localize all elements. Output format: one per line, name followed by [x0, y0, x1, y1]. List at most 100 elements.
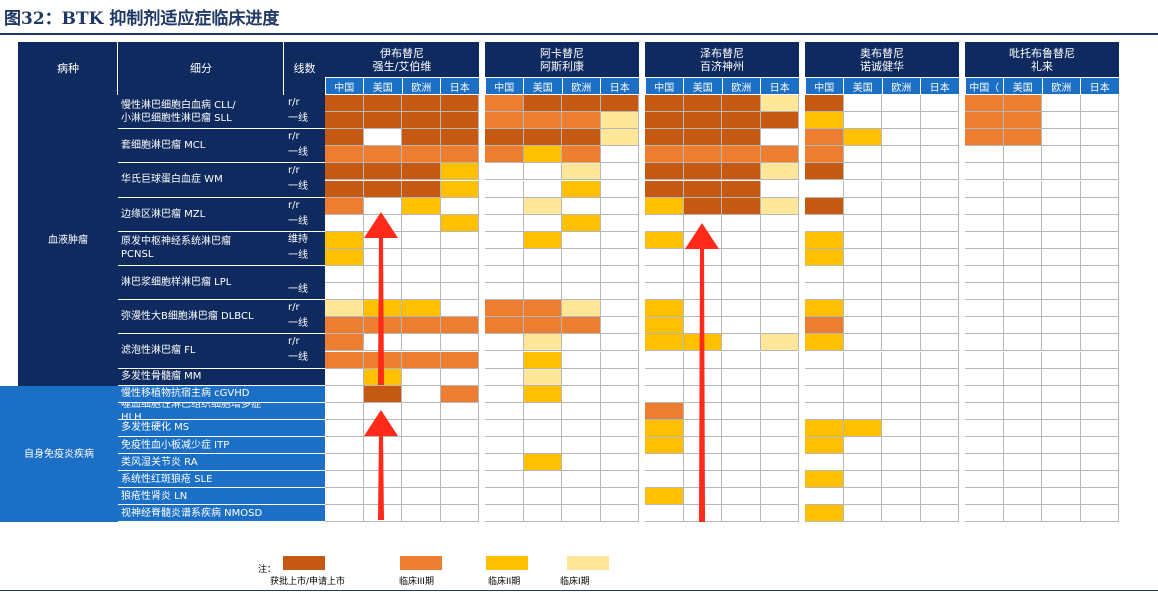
- legend-swatch: [283, 556, 325, 570]
- status-cell: [485, 385, 524, 403]
- line-label-empty: [284, 505, 325, 523]
- status-cell: [760, 300, 799, 318]
- status-cell: [325, 180, 364, 198]
- status-cell: [440, 163, 479, 181]
- status-cell: [1003, 505, 1042, 523]
- status-cell: [485, 214, 524, 232]
- status-cell: [645, 488, 684, 506]
- status-cell: [1003, 248, 1042, 266]
- status-cell: [882, 95, 921, 113]
- status-cell: [882, 197, 921, 215]
- status-cell: [600, 419, 639, 437]
- status-cell: [440, 266, 479, 284]
- status-cell: [882, 471, 921, 489]
- status-cell: [645, 163, 684, 181]
- status-cell: [1003, 351, 1042, 369]
- subtype-label: 系统性红斑狼疮 SLE: [118, 471, 284, 489]
- status-cell: [1080, 471, 1119, 489]
- region-header: 美国: [524, 78, 562, 94]
- drug-name: 泽布替尼: [700, 46, 744, 60]
- status-cell: [760, 368, 799, 386]
- status-cell: [843, 419, 882, 437]
- status-cell: [523, 197, 562, 215]
- status-cell: [363, 317, 402, 335]
- status-cell: [645, 505, 684, 523]
- status-cell: [325, 266, 364, 284]
- status-cell: [722, 112, 761, 130]
- status-cell: [402, 146, 441, 164]
- status-cell: [325, 385, 364, 403]
- region-header: 日本: [921, 78, 959, 94]
- status-cell: [562, 419, 601, 437]
- status-cell: [523, 454, 562, 472]
- status-cell: [645, 214, 684, 232]
- status-cell: [485, 317, 524, 335]
- status-cell: [523, 163, 562, 181]
- status-cell: [760, 112, 799, 130]
- status-cell: [1042, 163, 1081, 181]
- status-cell: [325, 368, 364, 386]
- status-cell: [325, 95, 364, 113]
- status-cell: [722, 129, 761, 147]
- status-cell: [920, 334, 959, 352]
- status-cell: [805, 317, 844, 335]
- status-cell: [402, 505, 441, 523]
- status-cell: [1003, 283, 1042, 301]
- status-cell: [683, 419, 722, 437]
- status-cell: [562, 283, 601, 301]
- line-label: 一线: [284, 266, 325, 301]
- status-cell: [1080, 437, 1119, 455]
- status-cell: [843, 437, 882, 455]
- status-cell: [1042, 368, 1081, 386]
- status-cell: [523, 317, 562, 335]
- status-cell: [1003, 231, 1042, 249]
- status-cell: [485, 300, 524, 318]
- status-cell: [920, 266, 959, 284]
- status-cell: [440, 454, 479, 472]
- status-cell: [920, 385, 959, 403]
- status-cell: [805, 385, 844, 403]
- status-cell: [722, 214, 761, 232]
- status-cell: [523, 300, 562, 318]
- legend-swatch: [486, 556, 528, 570]
- status-cell: [600, 146, 639, 164]
- status-cell: [843, 266, 882, 284]
- status-cell: [645, 146, 684, 164]
- status-cell: [882, 300, 921, 318]
- status-cell: [722, 488, 761, 506]
- region-header: 欧洲: [722, 78, 760, 94]
- status-cell: [965, 112, 1004, 130]
- status-cell: [843, 283, 882, 301]
- region-header: 中国（: [965, 78, 1003, 94]
- status-cell: [523, 214, 562, 232]
- status-cell: [600, 180, 639, 198]
- status-cell: [843, 471, 882, 489]
- status-cell: [485, 95, 524, 113]
- line-label-empty: [284, 488, 325, 506]
- status-cell: [683, 385, 722, 403]
- status-cell: [1003, 471, 1042, 489]
- status-cell: [805, 351, 844, 369]
- status-cell: [760, 146, 799, 164]
- status-cell: [1042, 129, 1081, 147]
- drug-company: 强生/艾伯维: [372, 59, 432, 73]
- status-cell: [562, 334, 601, 352]
- status-cell: [722, 402, 761, 420]
- status-cell: [562, 454, 601, 472]
- status-cell: [760, 266, 799, 284]
- region-header: 日本: [761, 78, 799, 94]
- status-cell: [683, 505, 722, 523]
- status-cell: [523, 385, 562, 403]
- status-cell: [805, 248, 844, 266]
- status-cell: [600, 300, 639, 318]
- status-cell: [402, 351, 441, 369]
- status-cell: [1003, 129, 1042, 147]
- status-cell: [363, 454, 402, 472]
- status-cell: [363, 300, 402, 318]
- status-cell: [1042, 231, 1081, 249]
- region-header: 美国: [844, 78, 882, 94]
- status-cell: [760, 248, 799, 266]
- status-cell: [1042, 283, 1081, 301]
- status-cell: [600, 95, 639, 113]
- status-cell: [600, 334, 639, 352]
